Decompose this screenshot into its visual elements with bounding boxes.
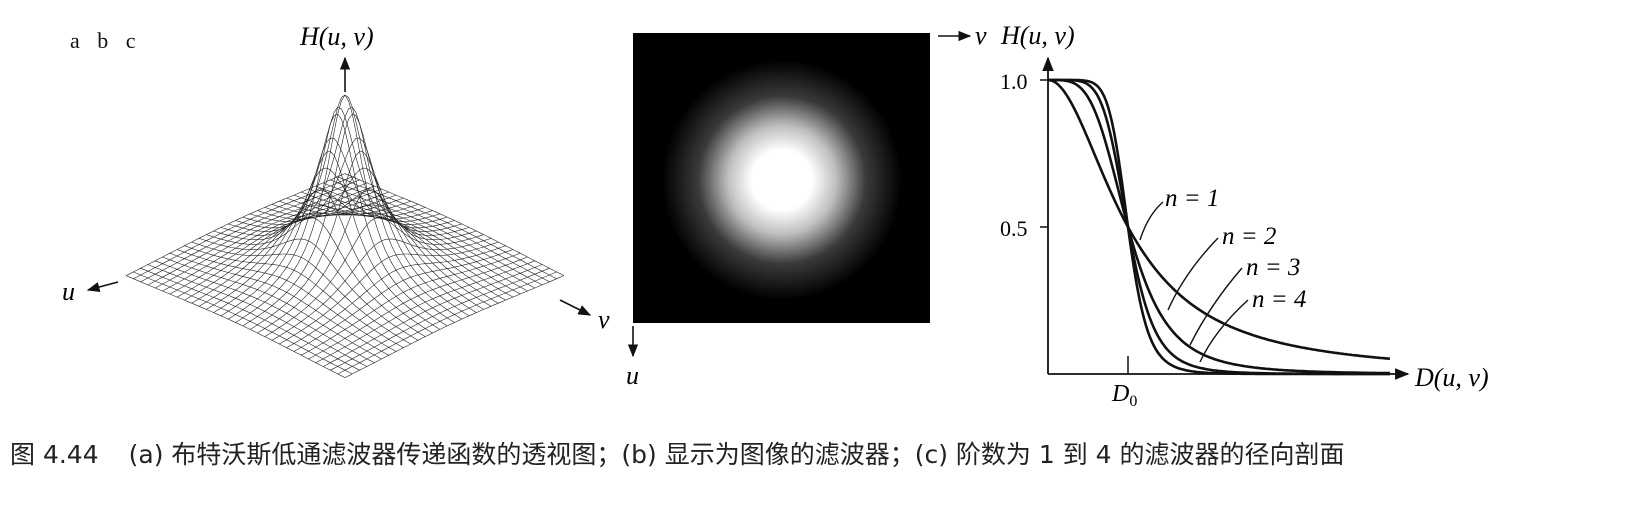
d0-label: D0 (1111, 381, 1137, 410)
v-axis-arrow (559, 299, 592, 316)
caption-text: (a) 布特沃斯低通滤波器传递函数的透视图；(b) 显示为图像的滤波器；(c) … (128, 440, 1345, 469)
image-u-axis-label: u (626, 361, 639, 390)
filter-surface-mesh (125, 94, 565, 378)
profile-curves (1047, 78, 1391, 376)
v-axis-label: v (598, 305, 610, 334)
u-axis-label: u (62, 277, 75, 306)
panel-a-perspective-plot: H(u, v) u v (62, 22, 610, 378)
z-axis-label: H(u, v) (299, 22, 374, 51)
filter-glow (662, 60, 902, 300)
x-axis-label: D(u, v) (1414, 363, 1489, 392)
u-axis-arrow (86, 281, 119, 292)
y-tick-label-1: 1.0 (1000, 69, 1028, 94)
curve-label-leaders (1139, 201, 1249, 363)
profile-curve-n1 (1047, 78, 1391, 360)
curve-label-n3: n = 3 (1246, 254, 1300, 281)
panel-b-filter-image: v u (626, 21, 987, 390)
panel-letters: a b c (70, 28, 142, 53)
curve-label-n2: n = 2 (1222, 223, 1276, 250)
figure-caption: 图 4.44 (a) 布特沃斯低通滤波器传递函数的透视图；(b) 显示为图像的滤波… (10, 435, 1635, 471)
panel-c-radial-profiles: H(u, v) D(u, v) 1.0 0.5 D0 n = 1 n = 2 n… (1000, 21, 1489, 410)
image-v-axis-label: v (975, 21, 987, 50)
caption-number: 图 4.44 (10, 440, 99, 469)
figure: H(u, v) u v v u H(u, v) D(u, v) 1.0 0.5 … (62, 21, 1489, 410)
y-tick-label-05: 0.5 (1000, 216, 1028, 241)
curve-label-n4: n = 4 (1252, 286, 1306, 313)
curve-label-n1: n = 1 (1165, 185, 1219, 212)
profile-curve-n4 (1048, 78, 1390, 376)
y-axis-label: H(u, v) (1000, 21, 1075, 50)
profile-curve-n2 (1048, 78, 1390, 375)
